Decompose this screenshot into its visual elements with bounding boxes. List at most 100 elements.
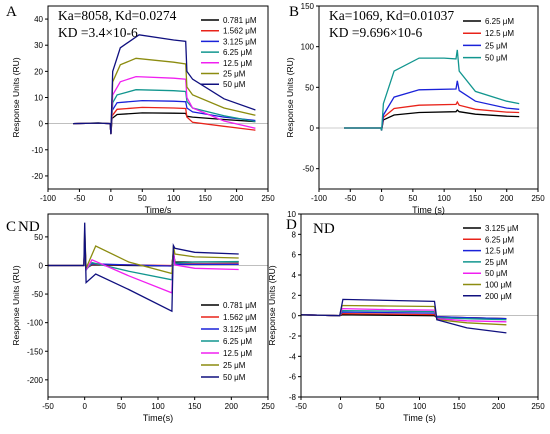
y-axis-label: Response Units (RU) [11,57,21,137]
x-tick-label: 0 [379,194,384,203]
x-axis-label: Time (s) [403,413,436,423]
legend-label: 3.125 μM [223,325,257,334]
x-tick-label: 150 [452,402,466,411]
x-tick-label: 250 [531,402,545,411]
panel-letter: D [286,217,297,233]
y-tick-label: 10 [287,210,296,219]
x-tick-label: 200 [492,402,506,411]
y-tick-label: -50 [302,165,314,174]
legend-label: 12.5 μM [223,59,252,68]
y-tick-label: -200 [27,376,44,385]
x-tick-label: -100 [311,194,328,203]
x-tick-label: 200 [500,194,514,203]
kinetics-annotation: Ka=8058, Kd=0.0274 [58,8,177,23]
legend-label: 25 μM [223,70,246,79]
x-tick-label: -50 [345,194,357,203]
x-tick-label: 0 [338,402,343,411]
chart-panel-c: -50 0 50 100 150 200 250 -200 -150 -100 -50 0 50 Time… [6,213,275,423]
legend-label: 3.125 μM [485,224,519,233]
x-tick-label: 250 [531,194,545,203]
legend-label: 200 μM [485,292,512,301]
y-tick-label: 30 [34,41,43,50]
legend-label: 6.25 μM [223,48,252,57]
y-tick-label: 2 [292,291,297,300]
y-tick-label: 0 [292,312,297,321]
nd-annotation: ND [18,219,40,235]
x-tick-label: 50 [408,194,417,203]
legend-label: 12.5 μM [485,247,514,256]
chart-panel-a: -100 -50 0 50 100 150 200 250-20-10010203040Tim… [6,4,275,215]
y-tick-label: -100 [27,319,44,328]
y-tick-label: 50 [305,83,314,92]
legend-label: 50 μM [485,54,508,63]
y-tick-label: -4 [289,352,297,361]
x-axis-label: Time(s) [143,413,173,423]
series-line-d-6 [301,298,507,334]
legend-label: 12.5 μM [485,29,514,38]
y-tick-label: 6 [292,251,297,260]
x-tick-label: 150 [469,194,483,203]
series-line-a-1 [73,106,256,135]
series-line-c-3 [48,236,239,281]
legend-label: 0.781 μM [223,16,257,25]
legend-label: 6.25 μM [485,17,514,26]
y-tick-label: -8 [289,393,297,402]
x-tick-label: 150 [198,194,212,203]
y-tick-label: -6 [289,373,297,382]
x-tick-label: 50 [376,402,385,411]
series-line-b-1 [344,100,520,131]
x-tick-label: -50 [74,194,86,203]
x-tick-label: -50 [295,402,307,411]
y-tick-label: 0 [39,261,44,270]
y-tick-label: 0 [310,124,315,133]
y-tick-label: -10 [31,146,43,155]
series-line-c-6 [48,222,239,313]
legend-label: 25 μM [223,361,246,370]
x-tick-label: 0 [109,194,114,203]
legend-label: 6.25 μM [485,235,514,244]
legend-label: 6.25 μM [223,337,252,346]
kinetics-annotation: KD =3.4×10-6 [58,25,138,40]
x-tick-label: 200 [230,194,244,203]
x-axis-label: Time/s [145,205,172,215]
y-tick-label: 10 [34,94,43,103]
y-tick-label: 0 [39,120,44,129]
y-tick-label: -150 [27,347,44,356]
chart-panel-d: -50 0 50 100 150 200 250 -8 -6 -4 -2 0 2 4 6 8 10 Time (s… [267,210,545,423]
series-line-b-2 [344,80,520,131]
x-tick-label: 0 [82,402,87,411]
legend-label: 25 μM [485,41,508,50]
x-tick-label: 150 [188,402,202,411]
legend-label: 50 μM [223,373,246,382]
x-tick-label: 100 [437,194,451,203]
x-tick-label: 200 [225,402,239,411]
legend-label: 0.781 μM [223,301,257,310]
y-tick-label: 40 [34,15,43,24]
y-axis-label: Response Units (RU) [267,265,277,345]
kinetics-annotation: KD =9.696×10-6 [329,25,422,40]
x-tick-label: 100 [167,194,181,203]
x-tick-label: 100 [413,402,427,411]
legend-label: 3.125 μM [223,37,257,46]
y-tick-label: -20 [31,172,43,181]
series-line-b-3 [344,49,520,131]
chart-panel-b: -100 -50 0 50 100 150 200 250 -50 0 50 100 150 Time (… [285,2,545,215]
nd-annotation: ND [313,221,335,237]
x-tick-label: -100 [40,194,57,203]
legend-label: 1.562 μM [223,27,257,36]
x-tick-label: 50 [138,194,147,203]
y-tick-label: 4 [292,271,297,280]
x-tick-label: 100 [151,402,165,411]
series-line-a-6 [73,34,256,135]
legend-label: 12.5 μM [223,349,252,358]
panel-letter: A [6,4,17,20]
legend-label: 1.562 μM [223,313,257,322]
y-tick-label: -2 [289,332,297,341]
y-tick-label: 100 [301,43,315,52]
y-tick-label: 150 [301,2,315,11]
y-tick-label: -50 [31,290,43,299]
legend-label: 25 μM [485,258,508,267]
y-tick-label: 50 [34,233,43,242]
